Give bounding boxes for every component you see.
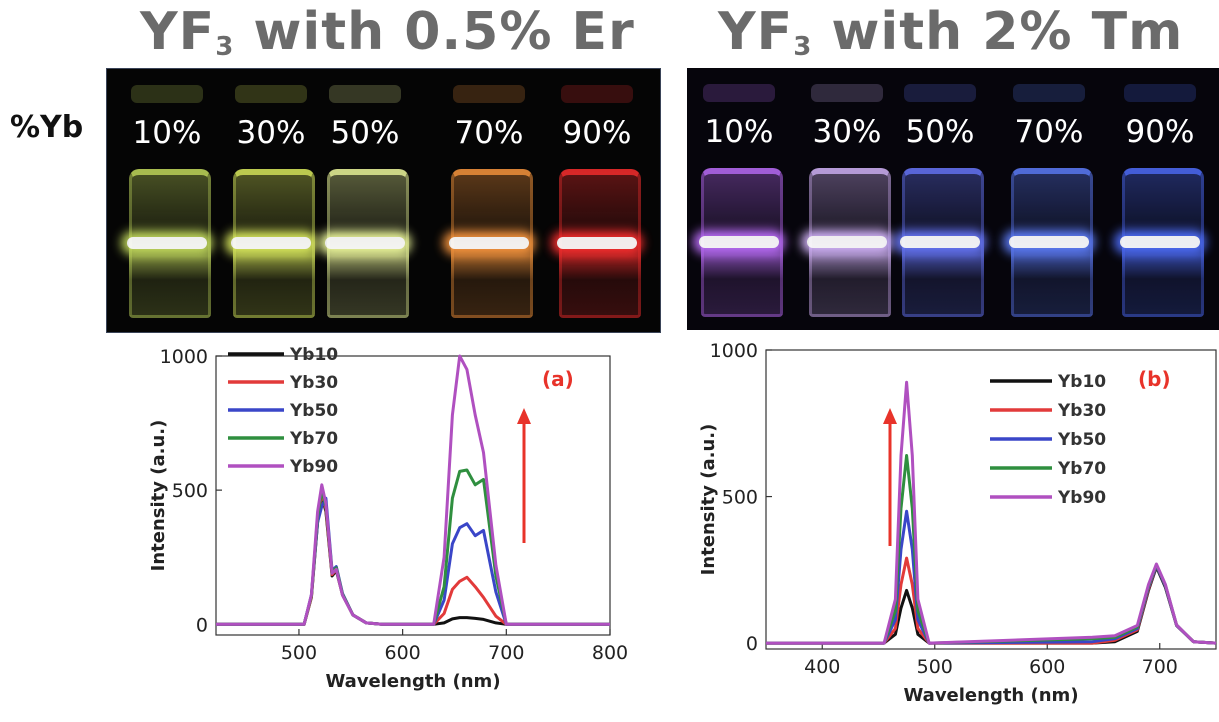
- series-line-yb90: [216, 354, 610, 626]
- spectrum-chart-a-svg: 500 600 700 800 0 500 1000 Wavelength (nm) Inten…: [148, 345, 628, 692]
- y-tick-label-1: 500: [722, 487, 758, 509]
- legend-label-yb10: Yb10: [289, 345, 338, 365]
- glow-band-er-4: [557, 237, 637, 249]
- y-tick-label-2: 1000: [710, 340, 758, 362]
- series-line-yb50: [216, 496, 610, 626]
- panel-label: (b): [1138, 367, 1171, 391]
- y-tick-label-1: 500: [172, 480, 208, 502]
- tm-cuvette-photo: 10% 30% 50% 70% 90%: [687, 68, 1219, 330]
- x-axis-label: Wavelength (nm): [325, 671, 500, 692]
- yb-pct-label-tm-4: 90%: [1125, 114, 1195, 150]
- glow-band-er-2: [325, 237, 405, 249]
- cuvette-cap-er-4: [561, 85, 633, 103]
- spectrum-chart-b: 400 500 600 700 0 500 1000 Wavelength (nm) Inten…: [690, 338, 1219, 718]
- yb-pct-label-er-2: 50%: [330, 115, 400, 151]
- series-line-yb70: [766, 454, 1217, 645]
- y-axis-label: Intensity (a.u.): [698, 424, 719, 576]
- yb-pct-label-tm-2: 50%: [905, 114, 975, 150]
- series-line-yb30: [766, 556, 1217, 645]
- cuvette-cap-er-2: [329, 85, 401, 103]
- yb-pct-label-er-4: 90%: [562, 115, 632, 151]
- series-line-yb10: [216, 494, 610, 626]
- cuvette-cap-er-1: [235, 85, 307, 103]
- y-tick-label-2: 1000: [160, 346, 208, 368]
- y-axis-label: Intensity (a.u.): [148, 420, 169, 572]
- yb-pct-label-er-3: 70%: [454, 115, 524, 151]
- er-title: YF3 with 0.5% Er: [140, 2, 635, 62]
- cuvette-cap-er-3: [453, 85, 525, 103]
- x-tick-label-1: 600: [384, 642, 420, 664]
- series-line-yb90: [766, 380, 1217, 645]
- y-tick-label-0: 0: [746, 633, 758, 655]
- legend-label-yb70: Yb70: [1057, 459, 1106, 479]
- cuvette-cap-tm-1: [811, 84, 883, 102]
- legend-label-yb70: Yb70: [289, 429, 338, 449]
- er-cuvette-photo: 10% 30% 50% 70% 90%: [106, 68, 661, 333]
- spectrum-chart-a: 500 600 700 800 0 500 1000 Wavelength (nm) Inten…: [110, 338, 630, 718]
- legend-label-yb10: Yb10: [1057, 372, 1106, 392]
- legend-label-yb30: Yb30: [1057, 401, 1106, 421]
- glow-band-er-1: [231, 237, 311, 249]
- yb-percent-label: %Yb: [10, 110, 84, 145]
- tm-title: YF3 with 2% Tm: [718, 2, 1184, 62]
- glow-band-tm-1: [807, 236, 887, 248]
- x-tick-label-0: 500: [281, 642, 317, 664]
- x-tick-label-3: 800: [592, 642, 628, 664]
- x-axis-label: Wavelength (nm): [903, 685, 1078, 706]
- glow-band-tm-3: [1009, 236, 1089, 248]
- series-line-yb10: [766, 565, 1217, 645]
- y-tick-label-0: 0: [196, 614, 208, 636]
- glow-band-tm-2: [900, 236, 980, 248]
- glow-band-tm-4: [1120, 236, 1200, 248]
- plot-frame: [765, 349, 1217, 650]
- yb-pct-label-er-0: 10%: [132, 115, 202, 151]
- yb-pct-label-tm-3: 70%: [1014, 114, 1084, 150]
- cuvette-cap-tm-4: [1124, 84, 1196, 102]
- series-line-yb50: [766, 509, 1217, 645]
- cuvette-cap-tm-2: [904, 84, 976, 102]
- yb-pct-label-tm-0: 10%: [704, 114, 774, 150]
- increase-arrow-head: [883, 408, 897, 424]
- yb-pct-label-tm-1: 30%: [812, 114, 882, 150]
- increase-arrow-head: [517, 408, 531, 424]
- glow-band-er-3: [449, 237, 529, 249]
- x-tick-label-1: 500: [917, 656, 953, 678]
- yb-pct-label-er-1: 30%: [236, 115, 306, 151]
- series-line-yb30: [216, 491, 610, 626]
- glow-band-tm-0: [699, 236, 779, 248]
- x-tick-label-3: 700: [1142, 656, 1178, 678]
- x-tick-label-2: 600: [1029, 656, 1065, 678]
- plot-frame: [215, 355, 611, 636]
- glow-band-er-0: [127, 237, 207, 249]
- legend-label-yb30: Yb30: [289, 373, 338, 393]
- panel-label: (a): [542, 367, 574, 391]
- series-line-yb70: [216, 468, 610, 626]
- legend-label-yb50: Yb50: [1057, 430, 1106, 450]
- legend-label-yb90: Yb90: [1057, 488, 1106, 508]
- cuvette-cap-er-0: [131, 85, 203, 103]
- x-tick-label-2: 700: [488, 642, 524, 664]
- legend-label-yb90: Yb90: [289, 457, 338, 477]
- legend-label-yb50: Yb50: [289, 401, 338, 421]
- cuvette-cap-tm-0: [703, 84, 775, 102]
- spectrum-chart-b-svg: 400 500 600 700 0 500 1000 Wavelength (nm) Inten…: [698, 340, 1217, 706]
- cuvette-cap-tm-3: [1013, 84, 1085, 102]
- x-tick-label-0: 400: [804, 656, 840, 678]
